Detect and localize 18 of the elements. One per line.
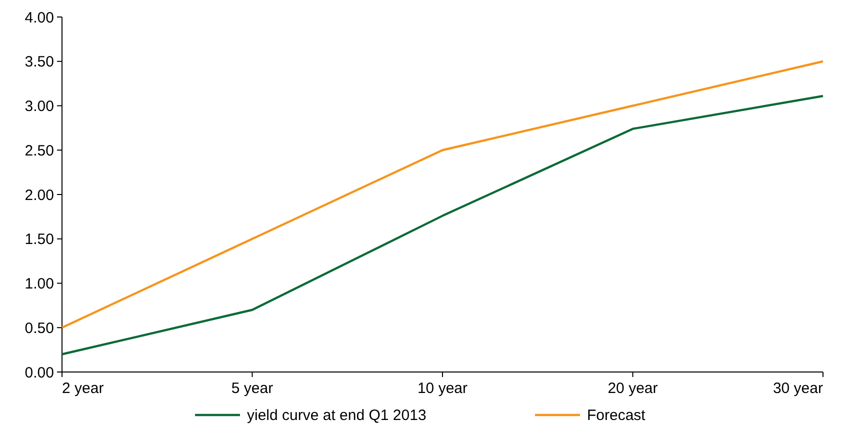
y-tick-label: 1.50	[24, 231, 54, 248]
x-tick-label: 2 year	[62, 380, 104, 397]
x-tick-label: 10 year	[417, 380, 468, 397]
legend-label: yield curve at end Q1 2013	[247, 407, 426, 424]
y-tick-label: 1.00	[24, 276, 54, 292]
x-tick-label: 30 year	[772, 380, 823, 397]
y-tick-label: 0.00	[24, 364, 54, 382]
y-tick-label: 0.50	[24, 320, 54, 337]
y-tick-label: 3.00	[24, 98, 54, 115]
y-tick-label: 3.50	[24, 54, 54, 71]
y-tick-label: 2.50	[24, 142, 54, 160]
y-tick-label: 2.00	[24, 186, 54, 204]
x-tick-label: 20 year	[608, 380, 658, 397]
line-series	[60, 94, 824, 356]
x-tick-label: 5 year	[231, 380, 274, 397]
y-tick-label: 4.00	[24, 9, 54, 26]
legend-label: Forecast	[587, 407, 646, 424]
line-series	[60, 60, 824, 329]
